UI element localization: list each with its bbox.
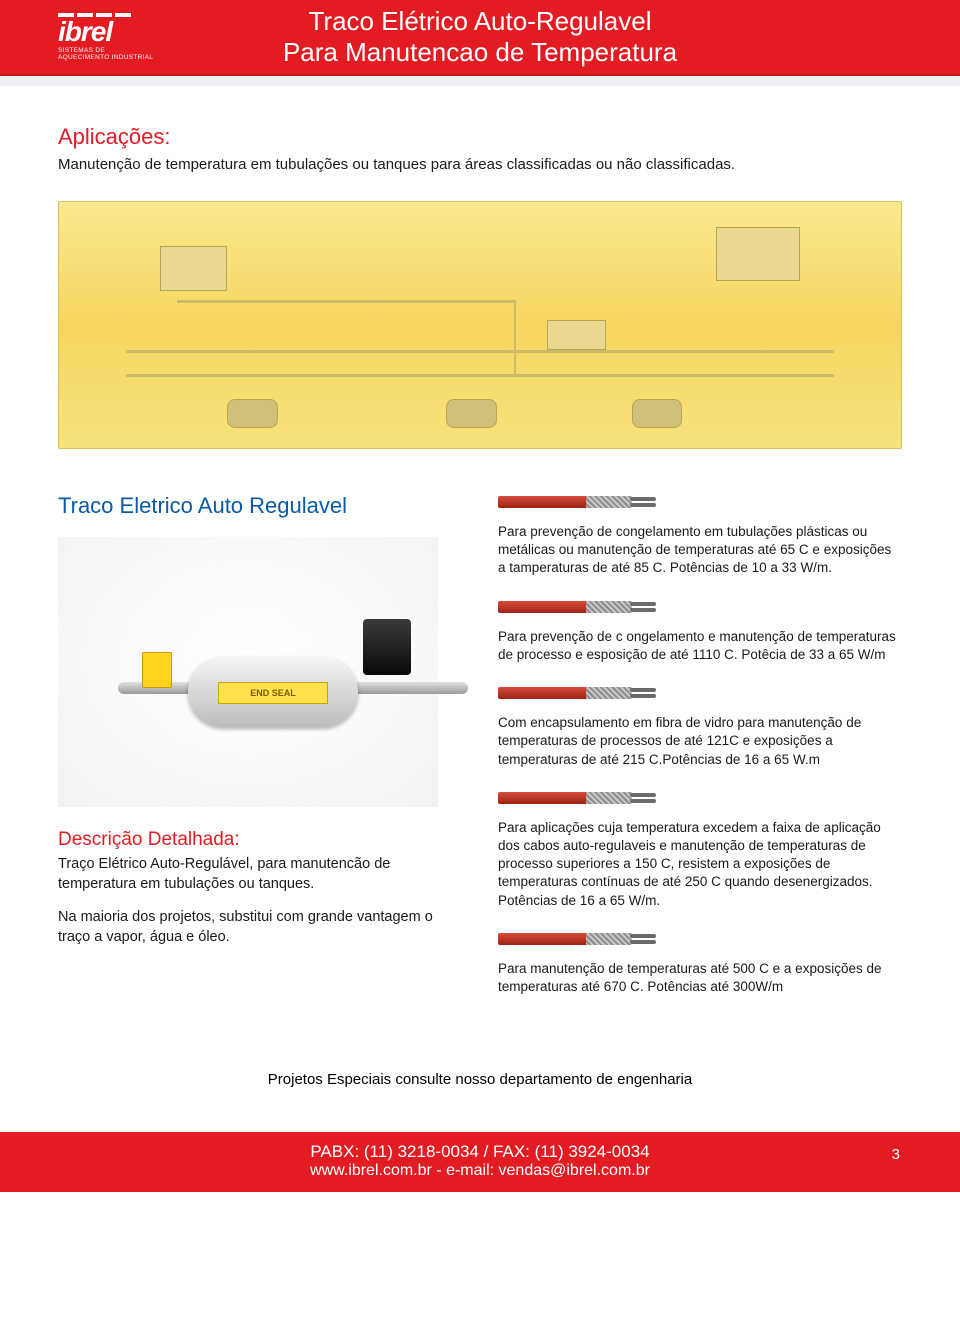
spec-block: Para prevenção de c ongelamento e manute… xyxy=(498,598,902,664)
description-p1: Traço Elétrico Auto-Regulável, para manu… xyxy=(58,855,458,894)
product-tag-label: END SEAL xyxy=(218,682,328,704)
description-p2: Na maioria dos projetos, substitui com g… xyxy=(58,908,458,947)
page-root: ibrel SISTEMAS DE AQUECIMENTO INDUSTRIAL… xyxy=(0,0,960,1192)
title-line-2: Para Manutencao de Temperatura xyxy=(0,37,960,68)
spec-text: Para aplicações cuja temperatura excedem… xyxy=(498,819,902,910)
page-number: 3 xyxy=(892,1146,900,1163)
spec-block: Para aplicações cuja temperatura excedem… xyxy=(498,789,902,910)
footer-contact-web: www.ibrel.com.br - e-mail: vendas@ibrel.… xyxy=(0,1162,960,1180)
cable-icon xyxy=(498,493,658,511)
left-column: Traco Eletrico Auto Regulavel END SEAL D… xyxy=(58,493,458,1016)
section-title: Traco Eletrico Auto Regulavel xyxy=(58,493,458,519)
applications-heading: Aplicações: xyxy=(58,124,902,150)
applications-text: Manutenção de temperatura em tubulações … xyxy=(58,156,902,173)
cable-icon xyxy=(498,598,658,616)
header-bar: ibrel SISTEMAS DE AQUECIMENTO INDUSTRIAL… xyxy=(0,0,960,76)
content-area: Aplicações: Manutenção de temperatura em… xyxy=(0,86,960,1132)
right-column: Para prevenção de congelamento em tubula… xyxy=(498,493,902,1016)
header-subband xyxy=(0,76,960,86)
spec-text: Com encapsulamento em fibra de vidro par… xyxy=(498,714,902,769)
spec-text: Para prevenção de c ongelamento e manute… xyxy=(498,628,902,664)
description-heading: Descrição Detalhada: xyxy=(58,829,458,851)
cable-icon xyxy=(498,789,658,807)
spec-block: Com encapsulamento em fibra de vidro par… xyxy=(498,684,902,769)
spec-block: Para manutenção de temperaturas até 500 … xyxy=(498,930,902,996)
two-column-layout: Traco Eletrico Auto Regulavel END SEAL D… xyxy=(58,493,902,1016)
spec-text: Para manutenção de temperaturas até 500 … xyxy=(498,960,902,996)
footer-contact-phone: PABX: (11) 3218-0034 / FAX: (11) 3924-00… xyxy=(0,1142,960,1162)
description-body: Traço Elétrico Auto-Regulável, para manu… xyxy=(58,855,458,947)
footer-bar: PABX: (11) 3218-0034 / FAX: (11) 3924-00… xyxy=(0,1132,960,1192)
cable-icon xyxy=(498,930,658,948)
product-photo: END SEAL xyxy=(58,537,438,807)
title-line-1: Traco Elétrico Auto-Regulavel xyxy=(0,6,960,37)
system-diagram xyxy=(58,201,902,449)
cable-icon xyxy=(498,684,658,702)
engineering-note: Projetos Especiais consulte nosso depart… xyxy=(58,1071,902,1088)
spec-text: Para prevenção de congelamento em tubula… xyxy=(498,523,902,578)
page-title: Traco Elétrico Auto-Regulavel Para Manut… xyxy=(0,6,960,68)
spec-block: Para prevenção de congelamento em tubula… xyxy=(498,493,902,578)
